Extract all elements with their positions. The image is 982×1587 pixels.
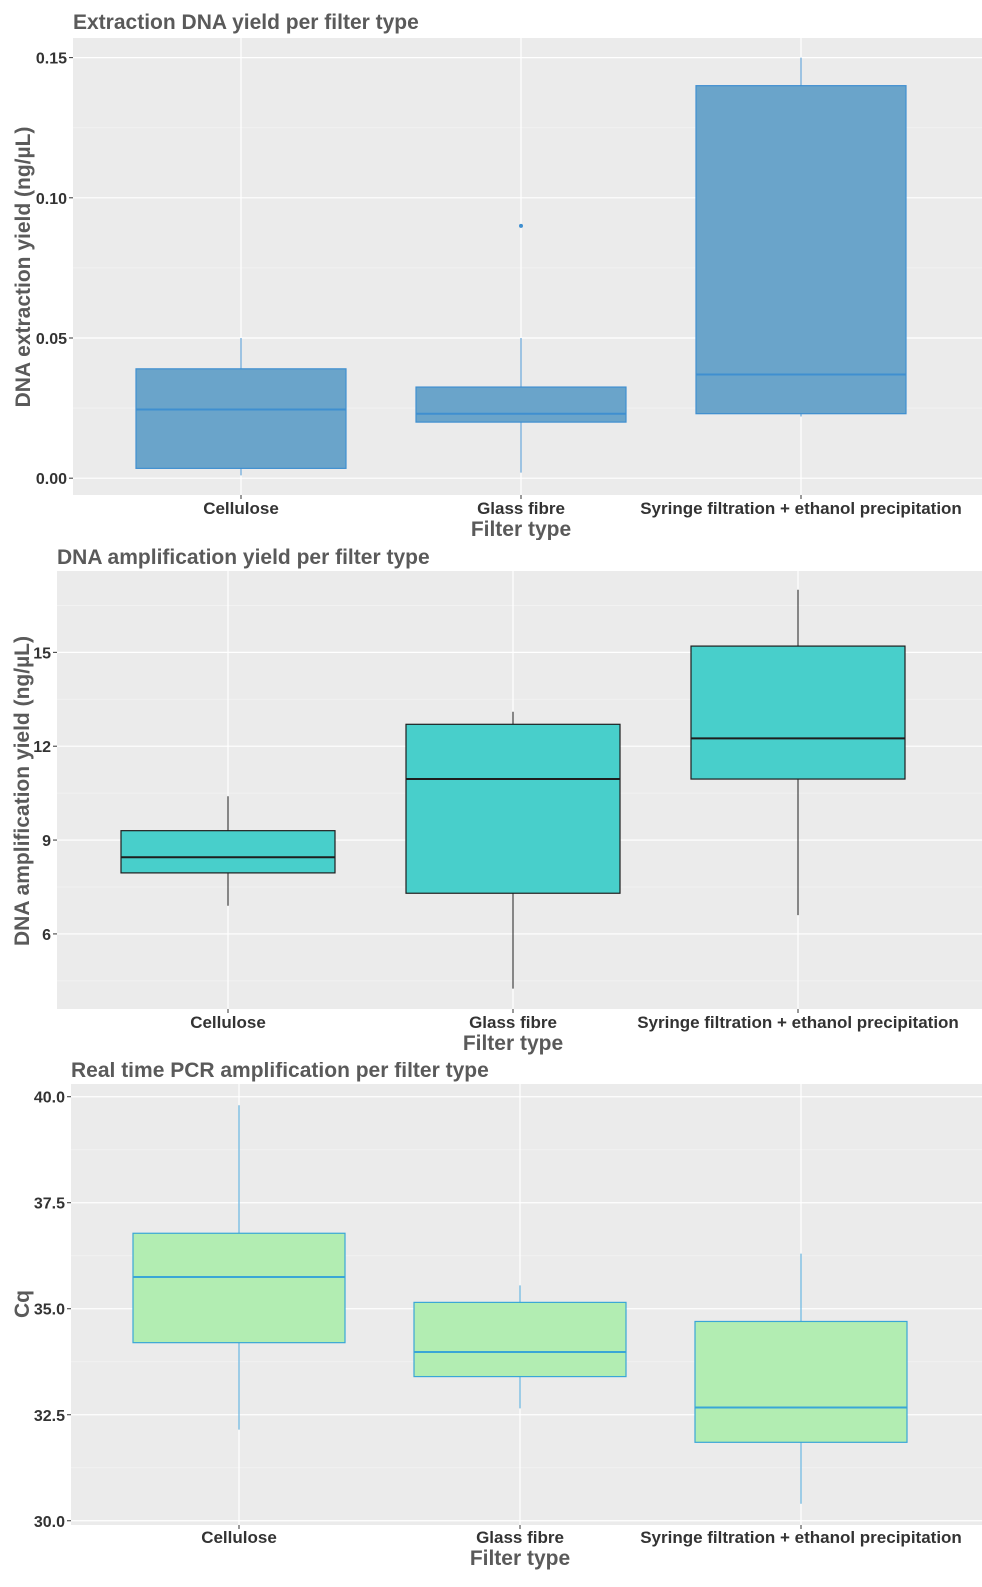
box-iqr [694, 1320, 908, 1443]
box-iqr [132, 1232, 346, 1344]
y-tick-label: 40.0 [34, 1090, 65, 1107]
y-tick-label: 32.5 [34, 1408, 65, 1425]
y-axis-title: DNA amplification yield (ng/µL) [11, 636, 34, 946]
x-axis-title: Filter type [470, 1547, 570, 1570]
y-tick-label: 9 [42, 833, 51, 850]
box-iqr [415, 386, 627, 423]
x-category-label: Glass fibre [477, 499, 565, 518]
outlier-point [519, 223, 523, 228]
x-category-label: Glass fibre [469, 1013, 557, 1032]
box-iqr [135, 368, 347, 469]
x-axis-title: Filter type [463, 1032, 563, 1055]
qpcr-cq-chart: 30.0 32.5 35.0 37.5 40.0 Cellulose Glass fibre… [11, 1062, 982, 1570]
x-category-label: Cellulose [203, 499, 279, 518]
y-axis-title: DNA extraction yield (ng/µL) [12, 127, 35, 408]
x-category-label: Syringe filtration + ethanol precipitati… [637, 1013, 959, 1032]
extraction-yield-chart: 0.00 0.05 0.10 0.15 Cellulose Glass fibre Syri… [12, 11, 982, 540]
x-category-label: Cellulose [190, 1013, 266, 1032]
y-tick-label: 0.10 [36, 191, 67, 208]
x-category-label: Cellulose [201, 1528, 277, 1547]
x-category-label: Glass fibre [476, 1528, 564, 1547]
y-tick-label: 6 [42, 927, 51, 944]
y-axis-title: Cq [11, 1290, 34, 1318]
x-category-label: Syringe filtration + ethanol precipitati… [640, 499, 962, 518]
box-iqr [120, 830, 336, 874]
box-iqr [405, 723, 621, 894]
chart-title: DNA amplification yield per filter type [57, 546, 430, 569]
y-tick-label: 0.00 [36, 471, 67, 488]
chart-title: Real time PCR amplification per filter t… [71, 1062, 489, 1082]
box-iqr [690, 645, 906, 780]
chart-title: Extraction DNA yield per filter type [73, 11, 419, 34]
y-tick-label: 35.0 [34, 1302, 65, 1319]
y-tick-label: 0.15 [36, 51, 67, 68]
box-iqr [695, 85, 907, 415]
y-tick-label: 37.5 [34, 1196, 65, 1213]
y-tick-label: 15 [33, 645, 51, 662]
y-tick-label: 30.0 [34, 1514, 65, 1531]
x-axis-title: Filter type [471, 518, 571, 540]
amplification-yield-chart: 6 9 12 15 Cellulose Glass fibre Syringe filtra… [11, 546, 982, 1055]
x-category-label: Syringe filtration + ethanol precipitati… [640, 1528, 962, 1547]
y-tick-label: 12 [33, 739, 51, 756]
y-tick-label: 0.05 [36, 331, 67, 348]
box-iqr [413, 1301, 627, 1378]
